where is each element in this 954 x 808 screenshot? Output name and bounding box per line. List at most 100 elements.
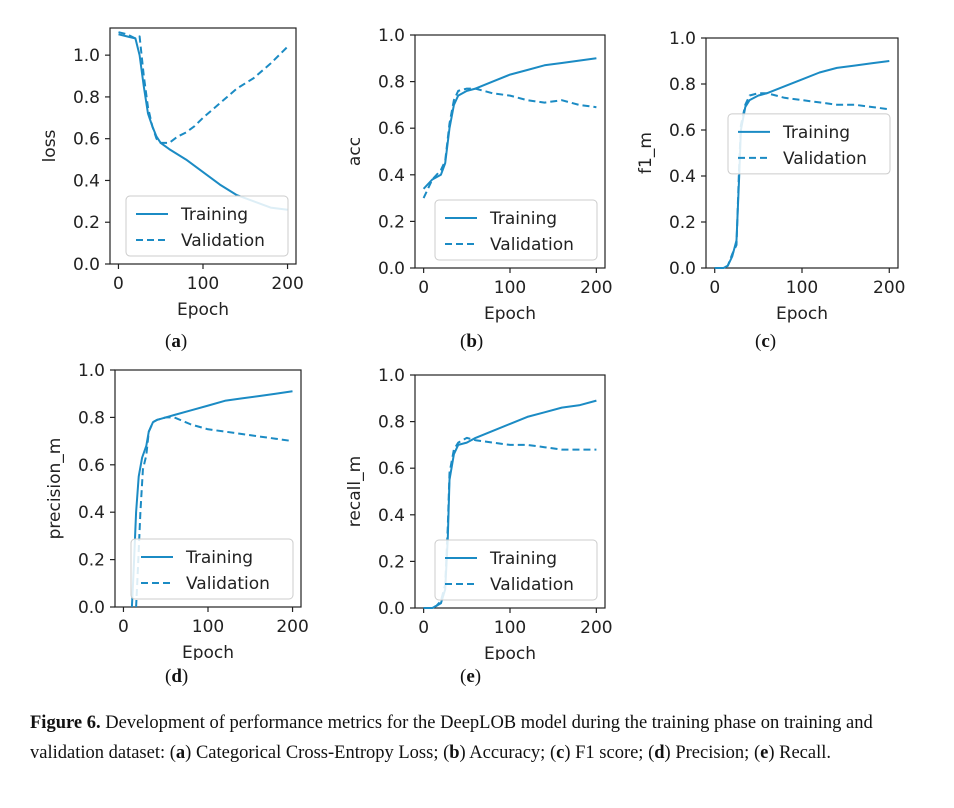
chart-e: 0.0 0.2 0.4 0.6 0.8 1.0 0 100 200 Epoch recall_m Tr… xyxy=(345,366,613,660)
y-tick-label: 0.0 xyxy=(78,598,105,618)
y-tick-label: 0.0 xyxy=(73,255,100,275)
caption-c4: ) Accuracy; ( xyxy=(459,743,557,763)
subfigure-label-d: (d) xyxy=(165,666,189,687)
figure-caption: Figure 6. Development of performance met… xyxy=(30,708,930,768)
y-tick-label: 0.2 xyxy=(378,212,405,232)
y-tick-label: 1.0 xyxy=(78,361,105,381)
legend-box xyxy=(130,538,294,600)
y-tick-label: 0.4 xyxy=(73,171,100,191)
legend-label: Validation xyxy=(783,149,867,169)
x-tick-label: 0 xyxy=(418,618,429,638)
legend-box xyxy=(434,539,598,601)
y-tick-label: 0.6 xyxy=(378,119,405,139)
caption-c5: c xyxy=(556,743,565,763)
caption-c2: ) Categorical Cross-Entropy Loss; ( xyxy=(185,743,450,763)
legend-box xyxy=(125,195,289,257)
chart-c: 0.0 0.2 0.4 0.6 0.8 1.0 0 100 200 Epoch f1_m Traini… xyxy=(636,29,905,324)
y-tick-label: 0.4 xyxy=(378,166,405,186)
y-tick-label: 0.4 xyxy=(78,503,105,523)
x-tick-label: 200 xyxy=(873,278,905,298)
caption-c6: ) F1 score; ( xyxy=(564,743,655,763)
x-axis-label: Epoch xyxy=(776,304,828,324)
caption-c3: b xyxy=(449,743,460,763)
series-line-training xyxy=(118,33,288,211)
y-axis-label: precision_m xyxy=(45,438,65,540)
series-line-validation xyxy=(118,31,289,144)
legend-label: Validation xyxy=(490,575,574,595)
series-line-validation xyxy=(135,416,293,608)
chart-d: 0.0 0.2 0.4 0.6 0.8 1.0 0 100 200 Epoch precision_… xyxy=(45,361,309,660)
y-tick-label: 1.0 xyxy=(378,366,405,386)
y-axis-label: acc xyxy=(345,137,365,166)
x-tick-label: 200 xyxy=(580,278,612,298)
series-line-validation xyxy=(422,87,597,199)
x-tick-label: 200 xyxy=(276,617,308,637)
caption-label: Figure 6. xyxy=(30,713,101,733)
y-tick-label: 0.6 xyxy=(378,459,405,479)
y-tick-label: 0.0 xyxy=(669,259,696,279)
caption-c7: d xyxy=(654,743,665,763)
y-tick-label: 0.2 xyxy=(669,213,696,233)
caption-c8: ) Precision; ( xyxy=(664,743,761,763)
y-tick-label: 0.2 xyxy=(73,213,100,233)
series-line-training xyxy=(422,57,597,190)
x-axis-label: Epoch xyxy=(484,304,536,324)
x-tick-label: 100 xyxy=(786,278,818,298)
legend-box xyxy=(434,199,598,261)
y-tick-label: 0.6 xyxy=(73,130,100,150)
x-tick-label: 100 xyxy=(187,274,219,294)
y-axis-label: f1_m xyxy=(636,132,656,174)
x-tick-label: 100 xyxy=(494,618,526,638)
legend-label: Training xyxy=(185,548,253,568)
caption-c1: a xyxy=(175,743,186,763)
y-tick-label: 0.4 xyxy=(378,506,405,526)
subfigure-label-e: (e) xyxy=(460,666,482,687)
subfigure-label-b: (b) xyxy=(460,331,484,352)
x-tick-label: 100 xyxy=(494,278,526,298)
legend-label: Training xyxy=(782,123,850,143)
y-tick-label: 0.4 xyxy=(669,167,696,187)
subfigure-label-a: (a) xyxy=(165,331,188,352)
y-axis-label: recall_m xyxy=(345,456,365,527)
x-tick-label: 100 xyxy=(192,617,224,637)
y-tick-label: 0.8 xyxy=(378,73,405,93)
legend-label: Validation xyxy=(186,574,270,594)
legend-label: Training xyxy=(180,205,248,225)
chart-b: 0.0 0.2 0.4 0.6 0.8 1.0 0 100 200 Epoch acc Trainin… xyxy=(345,26,613,324)
series-line-training xyxy=(423,399,597,609)
x-tick-label: 0 xyxy=(709,278,720,298)
x-axis-label: Epoch xyxy=(484,644,536,660)
x-axis-label: Epoch xyxy=(182,643,234,660)
x-tick-label: 0 xyxy=(113,274,124,294)
legend-box xyxy=(727,113,891,175)
y-tick-label: 0.8 xyxy=(378,413,405,433)
series-line-validation xyxy=(714,92,890,269)
caption-c0: Development of performance metrics for t… xyxy=(30,713,873,763)
y-tick-label: 1.0 xyxy=(73,46,100,66)
y-tick-label: 0.6 xyxy=(78,456,105,476)
x-tick-label: 200 xyxy=(580,618,612,638)
legend-label: Training xyxy=(489,209,557,229)
legend-label: Validation xyxy=(490,235,574,255)
subfigure-label-c: (c) xyxy=(755,331,777,352)
y-tick-label: 0.8 xyxy=(73,88,100,108)
x-tick-label: 0 xyxy=(418,278,429,298)
y-tick-label: 1.0 xyxy=(669,29,696,49)
legend-label: Training xyxy=(489,549,557,569)
caption-c10: ) Recall. xyxy=(768,743,831,763)
y-tick-label: 0.8 xyxy=(78,408,105,428)
x-axis-label: Epoch xyxy=(177,300,229,320)
chart-a: 0.0 0.2 0.4 0.6 0.8 1.0 0 100 200 Epoch loss Traini… xyxy=(40,27,304,320)
x-tick-label: 200 xyxy=(271,274,303,294)
y-tick-label: 0.2 xyxy=(78,551,105,571)
y-tick-label: 0.8 xyxy=(669,75,696,95)
y-tick-label: 1.0 xyxy=(378,26,405,46)
x-tick-label: 0 xyxy=(118,617,129,637)
caption-c9: e xyxy=(760,743,769,763)
y-axis-label: loss xyxy=(40,129,60,162)
y-tick-label: 0.6 xyxy=(669,121,696,141)
y-tick-label: 0.2 xyxy=(378,552,405,572)
legend-label: Validation xyxy=(181,231,265,251)
y-tick-label: 0.0 xyxy=(378,259,405,279)
series-line-training xyxy=(130,390,293,608)
